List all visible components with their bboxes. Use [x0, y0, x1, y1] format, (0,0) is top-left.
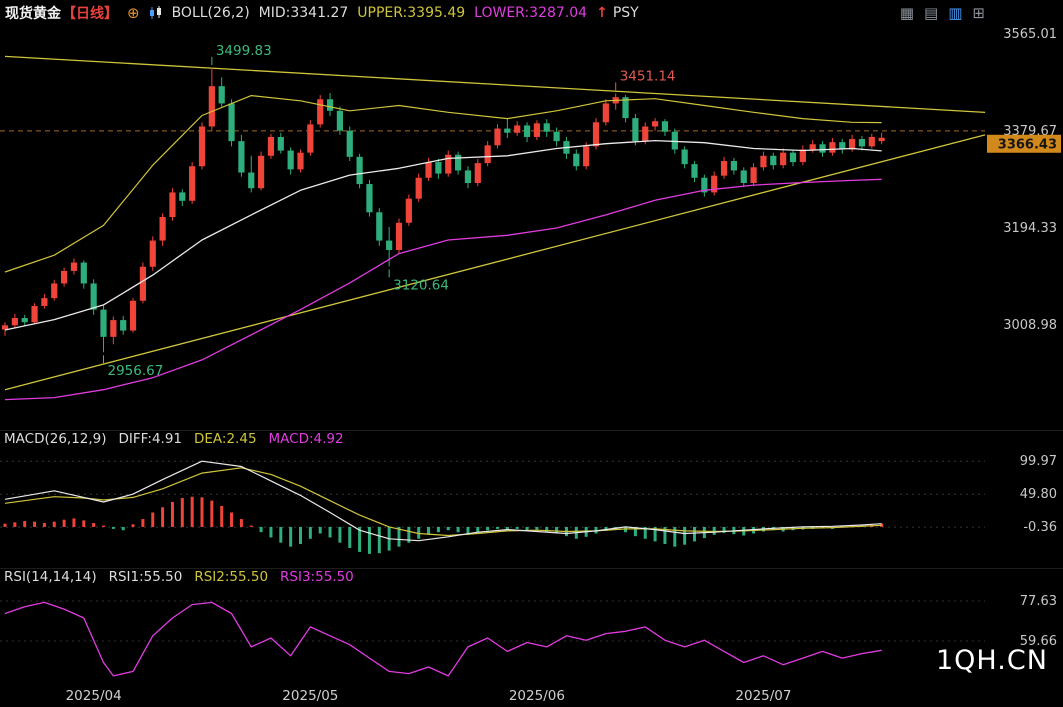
- watermark: 1QH.CN: [936, 645, 1048, 676]
- toolbar: 现货黄金 【日线】 ⊕ BOLL(26,2) MID:3341.27 UPPER…: [0, 0, 1063, 26]
- svg-text:3120.64: 3120.64: [393, 277, 449, 293]
- boll-lower-value: LOWER:3287.04: [474, 5, 588, 21]
- svg-text:3451.14: 3451.14: [620, 68, 676, 84]
- toolbar-icon-group: ▦ ▤ ▥ ⊞: [900, 5, 985, 21]
- svg-text:77.63: 77.63: [1020, 594, 1057, 609]
- grid-layout-icon[interactable]: ▦: [899, 4, 915, 22]
- psy-label[interactable]: PSY: [612, 5, 639, 21]
- popout-icon[interactable]: ⊞: [972, 4, 985, 22]
- svg-text:3565.01: 3565.01: [1003, 27, 1057, 42]
- macd-diff-value: DIFF:4.91: [118, 431, 182, 447]
- add-indicator-icon[interactable]: ⊕: [127, 4, 140, 22]
- macd-chart[interactable]: 99.97 49.80 -0.36: [0, 430, 1063, 569]
- x-axis-label: 2025/07: [735, 688, 792, 704]
- symbol-name: 现货黄金: [5, 6, 61, 22]
- x-axis-label: 2025/05: [282, 688, 339, 704]
- rsi3-value: RSI3:55.50: [280, 569, 354, 585]
- boll-label[interactable]: BOLL(26,2): [171, 5, 250, 21]
- boll-mid-value: MID:3341.27: [258, 5, 349, 21]
- rsi-chart[interactable]: 77.63 59.66: [0, 568, 1063, 687]
- boll-upper-value: UPPER:3395.49: [357, 5, 466, 21]
- rsi-indicator-label[interactable]: RSI(14,14,14): [4, 569, 97, 585]
- x-axis-label: 2025/04: [65, 688, 122, 704]
- svg-text:3194.33: 3194.33: [1003, 221, 1057, 236]
- rsi1-value: RSI1:55.50: [108, 569, 183, 585]
- svg-text:3008.98: 3008.98: [1003, 318, 1057, 333]
- macd-dea-value: DEA:2.45: [194, 431, 257, 447]
- rsi-header: RSI(14,14,14) RSI1:55.50 RSI2:55.50 RSI3…: [4, 569, 354, 585]
- svg-text:99.97: 99.97: [1020, 454, 1057, 469]
- svg-text:3499.83: 3499.83: [216, 43, 272, 59]
- kline-icon[interactable]: [149, 6, 163, 20]
- x-axis-label: 2025/06: [508, 688, 565, 704]
- svg-text:59.66: 59.66: [1020, 634, 1057, 649]
- main-price-chart[interactable]: 3499.833451.143120.642956.673565.013379.…: [0, 26, 1063, 430]
- up-arrow-icon: ↑: [596, 5, 608, 21]
- svg-text:3366.43: 3366.43: [998, 137, 1057, 152]
- rsi2-value: RSI2:55.50: [194, 569, 269, 585]
- svg-text:49.80: 49.80: [1020, 487, 1057, 502]
- macd-macd-value: MACD:4.92: [268, 431, 344, 447]
- svg-text:-0.36: -0.36: [1023, 520, 1057, 535]
- macd-indicator-label[interactable]: MACD(26,12,9): [4, 431, 107, 447]
- macd-header: MACD(26,12,9) DIFF:4.91 DEA:2.45 MACD:4.…: [4, 431, 344, 447]
- svg-text:2956.67: 2956.67: [108, 363, 164, 379]
- x-axis: 2025/04 2025/05 2025/06 2025/07: [0, 686, 1063, 707]
- chart-style-icon[interactable]: ▥: [948, 4, 963, 22]
- period-label: 【日线】: [62, 6, 118, 22]
- panel-layout-icon[interactable]: ▤: [924, 4, 939, 22]
